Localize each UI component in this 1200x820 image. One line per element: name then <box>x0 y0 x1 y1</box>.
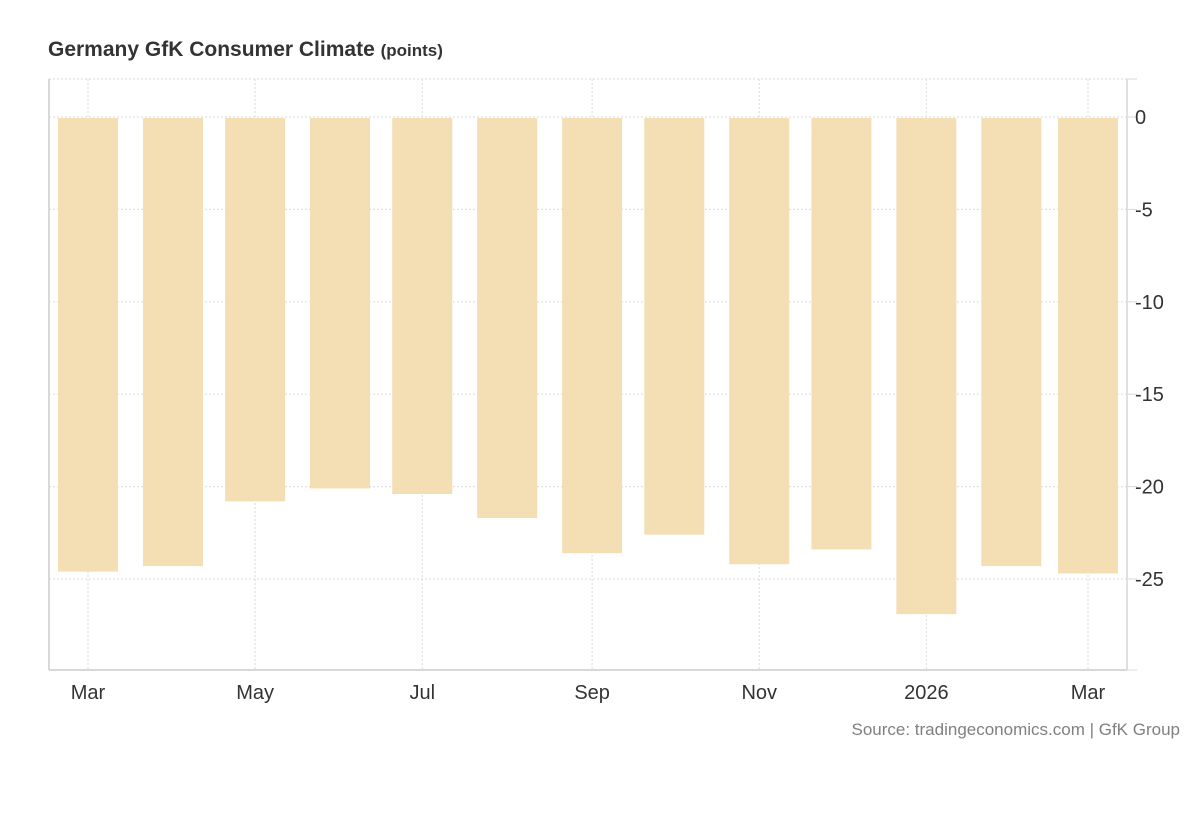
source-note: Source: tradingeconomics.com | GfK Group <box>851 720 1180 739</box>
x-tick-label: May <box>236 682 274 704</box>
y-tick-label: -20 <box>1135 477 1164 499</box>
x-axis-labels: Mar May Jul Sep Nov 2026 Mar <box>71 682 1106 704</box>
chart-title-text: Germany GfK Consumer Climate <box>48 38 375 61</box>
axes <box>48 78 1137 671</box>
bars <box>58 118 1118 615</box>
bar[interactable] <box>981 118 1042 567</box>
bar[interactable] <box>1058 118 1118 574</box>
chart-unit: (points) <box>380 41 443 60</box>
bar[interactable] <box>562 118 623 554</box>
bar[interactable] <box>811 118 872 550</box>
bar[interactable] <box>225 118 286 502</box>
x-tick-label: 2026 <box>904 682 949 704</box>
bar[interactable] <box>644 118 705 535</box>
y-tick-label: -15 <box>1135 384 1164 406</box>
bar[interactable] <box>142 118 203 567</box>
x-tick-label: Nov <box>741 682 777 704</box>
x-tick-label: Mar <box>71 682 106 704</box>
y-tick-label: 0 <box>1135 107 1146 129</box>
x-tick-label: Sep <box>574 682 610 704</box>
bar[interactable] <box>392 118 453 494</box>
bar[interactable] <box>729 118 790 565</box>
bar[interactable] <box>58 118 118 572</box>
bar[interactable] <box>477 118 538 519</box>
bar[interactable] <box>310 118 371 489</box>
x-tick-label: Jul <box>409 682 435 704</box>
y-tick-label: -25 <box>1135 569 1164 591</box>
bar[interactable] <box>896 118 957 615</box>
x-tick-label: Mar <box>1071 682 1106 704</box>
chart-title: Germany GfK Consumer Climate (points) <box>48 38 443 62</box>
y-tick-label: -5 <box>1135 199 1153 221</box>
y-axis-labels: 0 -5 -10 -15 -20 -25 <box>1135 107 1164 591</box>
y-tick-label: -10 <box>1135 292 1164 314</box>
